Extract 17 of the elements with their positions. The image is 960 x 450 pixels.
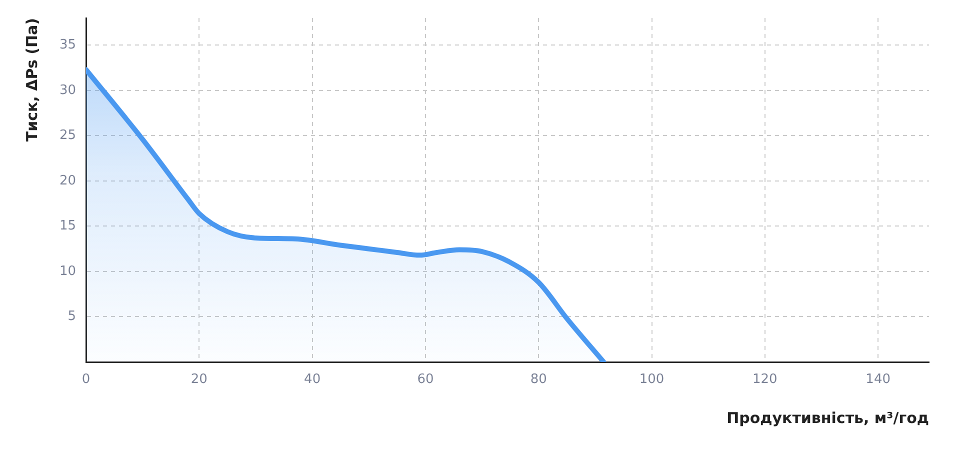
- y-axis-title: Тиск, ΔPs (Па): [22, 18, 41, 142]
- y-tick-label: 10: [59, 264, 76, 279]
- x-axis-title: Продуктивність, м³/год: [726, 408, 929, 427]
- x-tick-label: 40: [304, 372, 321, 388]
- x-tick-label: 60: [417, 372, 434, 388]
- x-tick-label: 120: [752, 372, 778, 388]
- x-tick-label: 0: [82, 372, 90, 388]
- x-tick-label: 100: [639, 372, 664, 388]
- y-tick-label: 5: [68, 309, 76, 324]
- y-tick-label: 25: [59, 128, 76, 144]
- x-tick-label: 140: [866, 372, 890, 388]
- y-tick-label: 35: [59, 38, 76, 53]
- y-tick-label: 20: [59, 173, 76, 188]
- y-tick-label: 15: [59, 218, 76, 234]
- x-tick-label: 20: [190, 372, 208, 388]
- x-tick-label: 80: [530, 372, 547, 388]
- y-tick-label: 30: [59, 82, 76, 98]
